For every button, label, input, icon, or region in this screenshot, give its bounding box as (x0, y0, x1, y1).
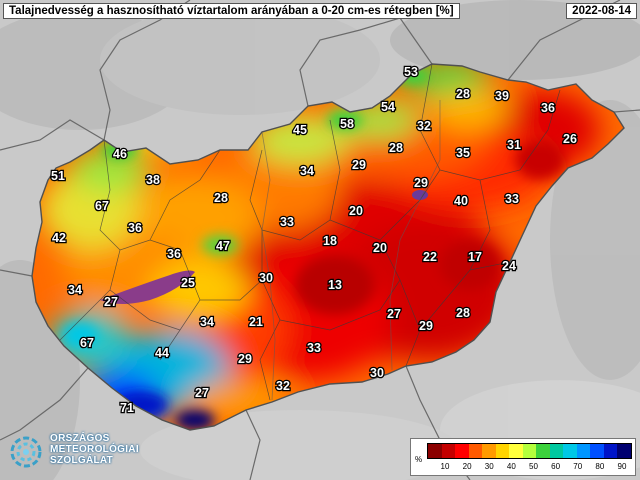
station-value-0: 53 (404, 65, 418, 79)
legend-tick-80: 80 (595, 462, 605, 471)
station-value-32: 24 (502, 259, 516, 273)
omsz-logo: ORSZÁGOS METEOROLÓGIAI SZOLGÁLAT (8, 430, 178, 474)
station-value-36: 34 (68, 283, 82, 297)
station-value-29: 36 (167, 247, 181, 261)
legend-swatch-4 (482, 444, 496, 458)
station-value-39: 28 (456, 306, 470, 320)
map-date: 2022-08-14 (566, 3, 637, 19)
legend-swatch-1 (441, 444, 456, 458)
station-value-45: 33 (307, 341, 321, 355)
legend-color-bar (427, 443, 632, 459)
logo-line-2: METEOROLÓGIAI (50, 444, 139, 455)
station-value-12: 46 (113, 147, 127, 161)
lake-balaton (100, 270, 195, 304)
legend-swatch-5 (495, 444, 510, 458)
station-value-9: 35 (456, 146, 470, 160)
station-value-13: 29 (352, 158, 366, 172)
legend-tick-10: 10 (440, 462, 450, 471)
station-value-16: 38 (146, 173, 160, 187)
station-value-18: 28 (214, 191, 228, 205)
color-legend: % 10 20 30 40 50 60 70 80 90 (410, 438, 636, 476)
station-value-50: 71 (120, 401, 134, 415)
station-value-34: 25 (181, 276, 195, 290)
station-value-37: 27 (104, 295, 118, 309)
station-value-38: 27 (387, 307, 401, 321)
legend-swatch-0 (428, 444, 442, 458)
station-value-19: 67 (95, 199, 109, 213)
station-value-31: 17 (468, 250, 482, 264)
station-value-30: 22 (423, 250, 437, 264)
legend-tick-90: 90 (617, 462, 627, 471)
legend-swatch-2 (455, 444, 469, 458)
legend-swatch-14 (617, 444, 631, 458)
legend-tick-50: 50 (529, 462, 538, 471)
station-value-22: 20 (349, 204, 363, 218)
rivers (261, 100, 441, 401)
station-value-2: 39 (495, 89, 509, 103)
station-value-15: 51 (51, 169, 65, 183)
legend-swatch-6 (509, 444, 523, 458)
legend-swatch-11 (576, 444, 591, 458)
station-value-46: 29 (238, 352, 252, 366)
logo-line-1: ORSZÁGOS (50, 433, 110, 444)
legend-unit: % (415, 455, 423, 464)
station-value-35: 13 (328, 278, 342, 292)
station-value-21: 33 (505, 192, 519, 206)
map-title: Talajnedvesség a hasznosítható víztartal… (3, 3, 460, 19)
lake-ferto (50, 172, 62, 180)
station-value-20: 40 (454, 194, 468, 208)
legend-swatch-13 (603, 444, 618, 458)
station-value-49: 27 (195, 386, 209, 400)
county-borders (59, 64, 561, 401)
legend-tick-40: 40 (506, 462, 516, 471)
legend-swatch-10 (563, 444, 577, 458)
omsz-logo-text: ORSZÁGOS METEOROLÓGIAI SZOLGÁLAT (50, 433, 139, 466)
omsz-logo-icon (10, 436, 42, 468)
station-value-11: 28 (389, 141, 403, 155)
value-labels: 53 28 39 36 54 58 45 32 26 35 31 28 46 29 34 51 38 29 28 67… (50, 64, 579, 417)
station-value-44: 44 (155, 346, 169, 360)
station-value-27: 42 (52, 231, 66, 245)
station-value-28: 47 (216, 239, 230, 253)
station-value-14: 34 (300, 164, 314, 178)
legend-tick-30: 30 (484, 462, 494, 471)
station-value-1: 28 (456, 87, 470, 101)
legend-tick-20: 20 (462, 462, 472, 471)
station-value-26: 20 (373, 241, 387, 255)
station-value-33: 30 (259, 271, 273, 285)
station-value-8: 26 (563, 132, 577, 146)
legend-tick-70: 70 (573, 462, 583, 471)
station-value-40: 34 (200, 315, 214, 329)
legend-swatch-3 (468, 444, 483, 458)
station-value-23: 33 (280, 215, 294, 229)
station-value-25: 18 (323, 234, 337, 248)
station-value-48: 32 (276, 379, 290, 393)
legend-swatch-8 (536, 444, 550, 458)
station-value-6: 45 (293, 123, 307, 137)
station-value-7: 32 (417, 119, 431, 133)
legend-swatch-9 (549, 444, 564, 458)
station-value-41: 21 (249, 315, 263, 329)
station-value-42: 29 (419, 319, 433, 333)
station-value-43: 67 (80, 336, 94, 350)
legend-tick-60: 60 (551, 462, 561, 471)
station-value-24: 36 (128, 221, 142, 235)
legend-swatch-12 (590, 444, 604, 458)
logo-line-3: SZOLGÁLAT (50, 455, 114, 466)
station-value-5: 58 (340, 117, 354, 131)
legend-swatch-7 (522, 444, 537, 458)
station-value-4: 54 (381, 100, 395, 114)
station-value-10: 31 (507, 138, 521, 152)
station-value-17: 29 (414, 176, 428, 190)
station-value-3: 36 (541, 101, 555, 115)
station-value-47: 30 (370, 366, 384, 380)
